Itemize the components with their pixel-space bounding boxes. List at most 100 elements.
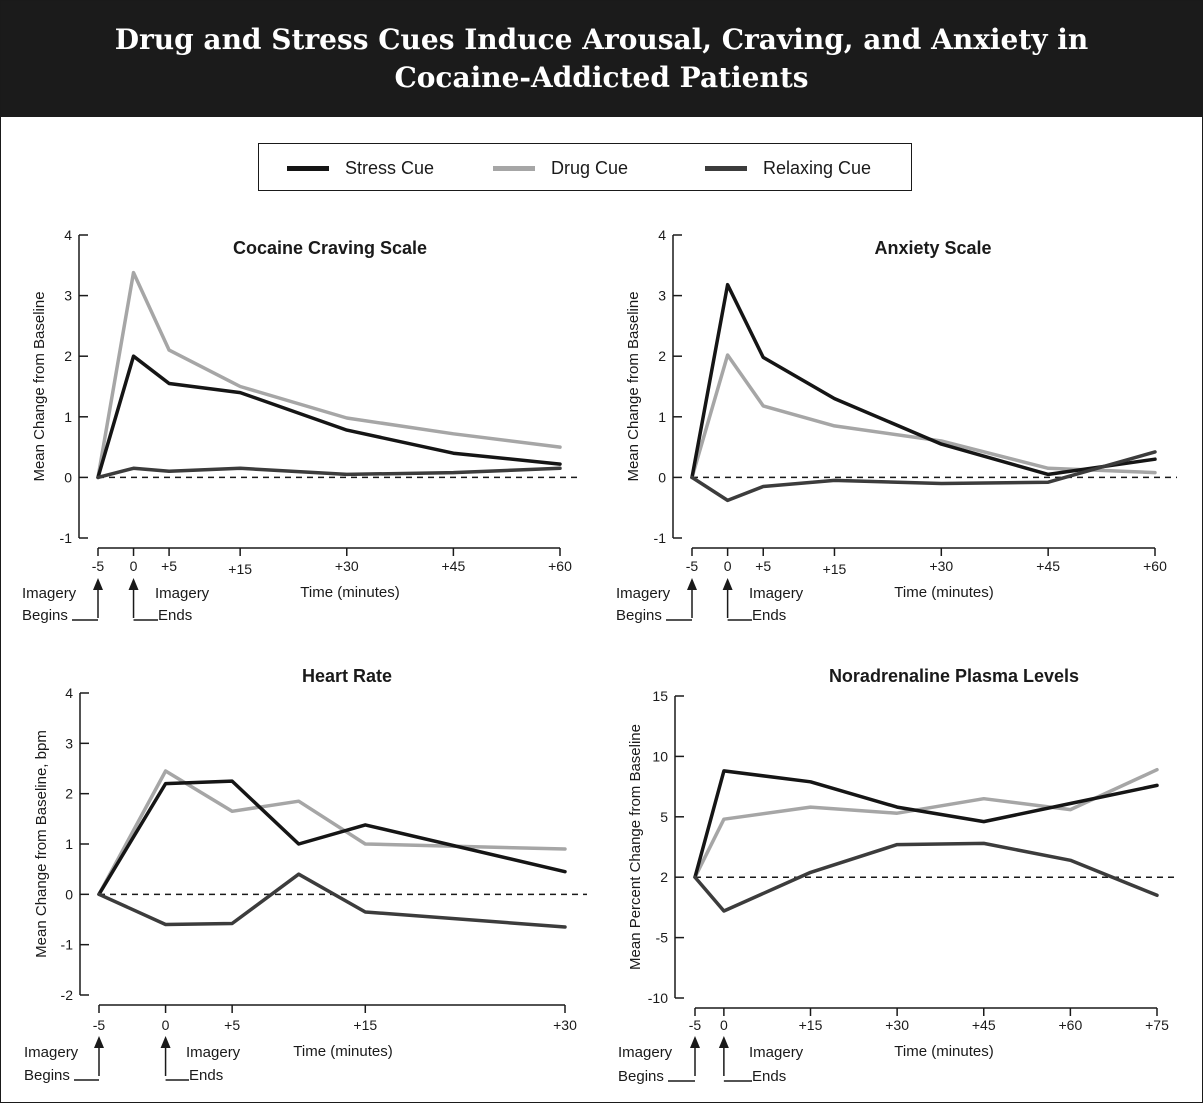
x-tick-label: +75 [1145, 1017, 1169, 1033]
series-line-relaxing [97, 872, 567, 929]
x-axis-label: Time (minutes) [894, 584, 993, 601]
x-tick-label: -5 [689, 1017, 702, 1033]
y-tick-label: -2 [61, 987, 74, 1003]
x-tick-label: 0 [724, 558, 732, 574]
y-axis-label: Mean Change from Baseline [31, 291, 48, 481]
y-tick-label: 3 [65, 735, 73, 751]
x-tick-label: -5 [686, 558, 699, 574]
imagery-ends-label-1: Imagery [749, 1044, 804, 1061]
series-line-drug [690, 353, 1157, 480]
x-axis-label: Time (minutes) [293, 1043, 392, 1060]
series-line-stress [96, 354, 562, 480]
chart-panel-2: Anxiety Scale -1 0 1 2 3 4 Mean Change from Bas… [616, 227, 1177, 624]
imagery-begins-label-1: Imagery [618, 1044, 673, 1061]
x-tick-label: +45 [1036, 558, 1060, 574]
y-tick-label: 4 [64, 227, 72, 243]
legend-item-relaxing: Relaxing Cue [705, 144, 871, 192]
chart-title: Noradrenaline Plasma Levels [829, 666, 1079, 686]
legend-swatch-drug [493, 165, 535, 171]
imagery-begins-label-1: Imagery [22, 585, 77, 602]
x-tick-label: +30 [929, 558, 953, 574]
x-tick-label: 0 [720, 1017, 728, 1033]
x-tick-label: +45 [442, 558, 466, 574]
imagery-ends-label-2: Ends [189, 1067, 223, 1084]
series-line-stress [97, 779, 567, 897]
imagery-begins-label-1: Imagery [24, 1044, 79, 1061]
imagery-begins-label-1: Imagery [616, 585, 671, 602]
x-tick-label: +5 [755, 558, 771, 574]
imagery-begins-label-2: Begins [616, 607, 662, 624]
imagery-begins-label-2: Begins [22, 607, 68, 624]
y-tick-label: 2 [660, 869, 668, 885]
y-tick-label: 10 [652, 748, 668, 764]
imagery-ends-arrow-head [160, 1036, 171, 1048]
series-line-stress [690, 282, 1157, 480]
chart-title: Heart Rate [302, 666, 392, 686]
y-tick-label: 0 [64, 469, 72, 485]
y-tick-label: 3 [64, 288, 72, 304]
x-tick-label: -5 [93, 1017, 106, 1033]
x-tick-label: +15 [228, 561, 252, 577]
imagery-begins-arrow-head [93, 578, 103, 590]
x-tick-label: +15 [823, 561, 847, 577]
legend-label-stress: Stress Cue [345, 157, 435, 178]
y-tick-label: 4 [658, 227, 666, 243]
y-tick-label: 5 [660, 809, 668, 825]
y-tick-label: 15 [652, 688, 668, 704]
y-tick-label: 1 [65, 836, 73, 852]
x-axis-label: Time (minutes) [300, 584, 399, 601]
x-tick-label: +60 [1059, 1017, 1083, 1033]
imagery-ends-label-2: Ends [752, 607, 786, 624]
x-tick-label: +60 [1143, 558, 1167, 574]
imagery-begins-label-2: Begins [618, 1068, 664, 1085]
series-line-stress [693, 769, 1159, 879]
imagery-ends-arrow-head [722, 578, 733, 590]
imagery-ends-label-1: Imagery [749, 585, 804, 602]
x-tick-label: +15 [799, 1017, 823, 1033]
x-axis-label: Time (minutes) [894, 1043, 993, 1060]
y-tick-label: 2 [64, 348, 72, 364]
series-line-relaxing [693, 841, 1159, 913]
y-tick-label: 3 [658, 288, 666, 304]
chart-title: Anxiety Scale [874, 238, 991, 258]
imagery-ends-label-1: Imagery [155, 585, 210, 602]
series-line-drug [97, 769, 567, 897]
imagery-begins-arrow-head [94, 1036, 104, 1048]
figure-title-line-1: Drug and Stress Cues Induce Arousal, Cra… [114, 23, 1089, 56]
legend-swatch-stress [287, 165, 329, 171]
y-tick-label: -1 [60, 530, 73, 546]
figure-title: Drug and Stress Cues Induce Arousal, Cra… [115, 21, 1089, 97]
x-tick-label: +15 [353, 1017, 377, 1033]
imagery-begins-label-2: Begins [24, 1067, 70, 1084]
legend-label-relaxing: Relaxing Cue [763, 157, 872, 178]
chart-title: Cocaine Craving Scale [233, 238, 427, 258]
chart-panel-1: Cocaine Craving Scale -1 0 1 2 3 4 Mean Change … [22, 227, 582, 624]
series-line-drug [693, 767, 1159, 879]
y-tick-label: -1 [654, 530, 667, 546]
x-tick-label: +45 [972, 1017, 996, 1033]
imagery-ends-label-2: Ends [752, 1068, 786, 1085]
imagery-begins-arrow-head [687, 578, 697, 590]
y-tick-label: 0 [658, 469, 666, 485]
y-tick-label: 4 [65, 685, 73, 701]
series-line-drug [96, 270, 562, 480]
y-tick-label: 1 [658, 409, 666, 425]
series-line-relaxing [96, 466, 562, 480]
x-tick-label: +30 [553, 1017, 577, 1033]
x-tick-label: -5 [92, 558, 105, 574]
y-tick-label: -1 [61, 937, 74, 953]
legend-item-drug: Drug Cue [493, 144, 628, 192]
x-tick-label: +5 [224, 1017, 240, 1033]
legend: Stress Cue Drug Cue Relaxing Cue [258, 143, 912, 191]
imagery-begins-arrow-head [690, 1036, 700, 1048]
x-tick-label: +30 [335, 558, 359, 574]
figure-title-line-2: Cocaine-Addicted Patients [394, 61, 809, 94]
y-tick-label: 0 [65, 886, 73, 902]
y-tick-label: 2 [65, 786, 73, 802]
legend-swatch-relaxing [705, 165, 747, 171]
chart-panel-3: Heart Rate -2 -1 0 1 2 3 4 Mean Change from Base… [24, 666, 587, 1084]
chart-panel-4: Noradrenaline Plasma Levels -10 -5 2 5 10 15 Me… [618, 666, 1179, 1085]
x-tick-label: +5 [161, 558, 177, 574]
